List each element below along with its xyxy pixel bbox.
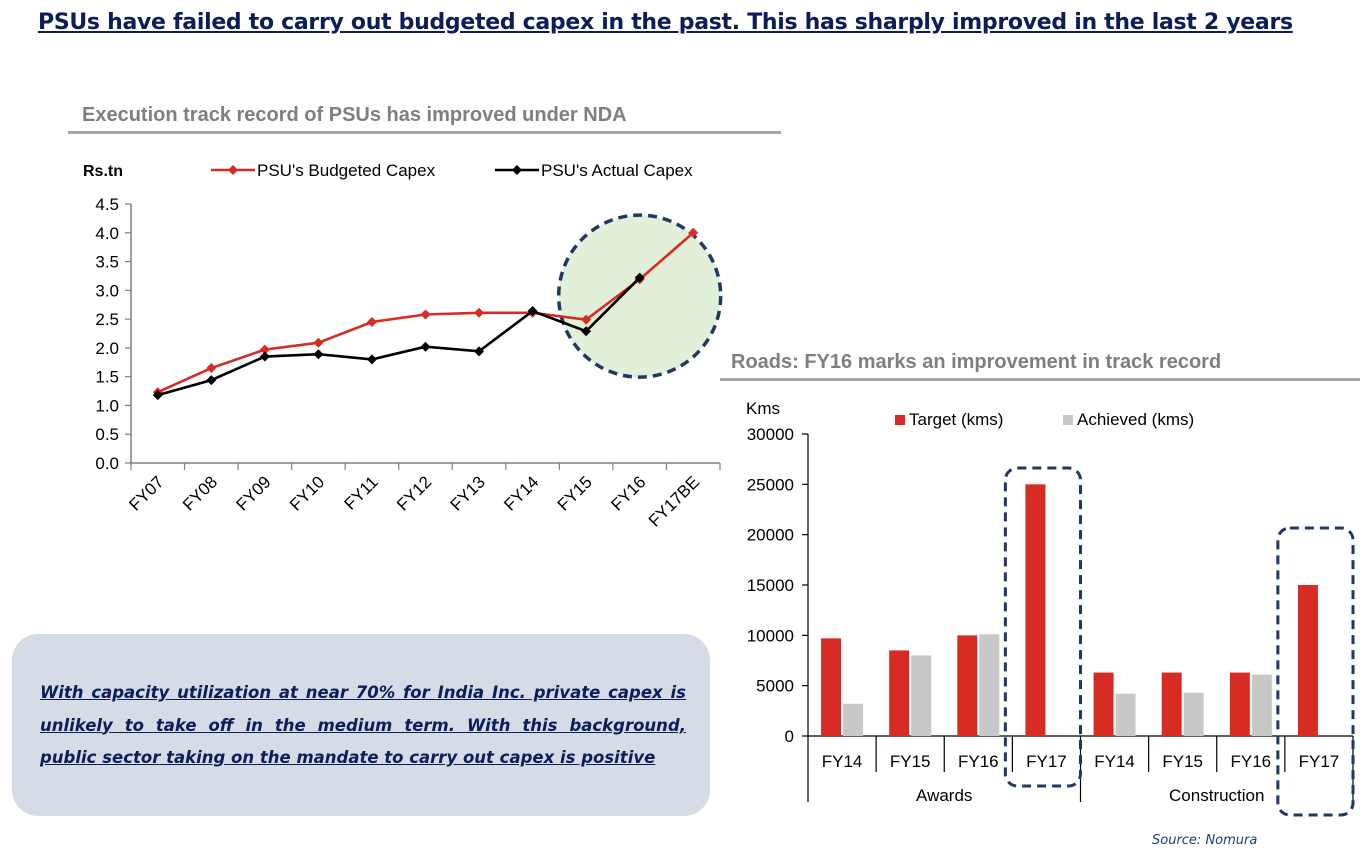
x-tick-label: FY14 (1094, 752, 1135, 771)
y-tick-label: 20000 (747, 526, 794, 545)
legend-label: PSU's Budgeted Capex (257, 161, 436, 180)
data-point-2 (366, 354, 377, 365)
y-tick-label: 30000 (747, 425, 794, 444)
x-tick-label: FY16 (1230, 752, 1271, 771)
bar-target (1229, 672, 1250, 736)
x-tick-label: FY14 (822, 752, 863, 771)
group-label: Construction (1169, 786, 1264, 805)
x-tick-label: FY17 (1026, 752, 1067, 771)
y-tick-label: 3.0 (95, 281, 119, 300)
bar-achieved (979, 634, 1000, 736)
data-point-1 (259, 344, 270, 355)
chart2-title: Roads: FY16 marks an improvement in trac… (731, 351, 1222, 373)
data-point-1 (313, 337, 324, 348)
commentary-text: With capacity utilization at near 70% fo… (40, 683, 686, 767)
y-tick-label: 0 (785, 727, 794, 746)
data-point-1 (366, 316, 377, 327)
data-point-2 (152, 390, 163, 401)
y-axis-label: Kms (746, 399, 780, 418)
bar-achieved (843, 703, 864, 736)
y-tick-label: 1.5 (95, 368, 119, 387)
x-tick-label: FY15 (1162, 752, 1203, 771)
bar-target (1025, 484, 1046, 736)
group-label: Awards (916, 786, 972, 805)
bar-achieved (1115, 693, 1136, 736)
y-tick-label: 1.0 (95, 396, 119, 415)
data-point-2 (313, 349, 324, 360)
y-tick-label: 4.0 (95, 224, 119, 243)
y-tick-label: 25000 (747, 475, 794, 494)
data-point-2 (634, 272, 645, 283)
legend-swatch (1063, 415, 1073, 425)
data-point-1 (581, 314, 592, 325)
data-point-1 (688, 227, 699, 238)
x-tick-label: FY15 (890, 752, 931, 771)
source-note: Source: Nomura (1152, 833, 1258, 848)
bar-target (957, 635, 978, 736)
commentary-box: With capacity utilization at near 70% fo… (12, 634, 710, 816)
data-point-2 (581, 326, 592, 337)
bar-achieved (1251, 674, 1272, 736)
data-point-1 (206, 363, 217, 374)
legend-marker (228, 165, 238, 175)
y-axis-label: Rs.tn (83, 163, 123, 180)
y-tick-label: 10000 (747, 626, 794, 645)
series-line-2 (157, 276, 641, 397)
x-tick-label: FY16 (958, 752, 999, 771)
page-title: PSUs have failed to carry out budgeted c… (38, 10, 1293, 35)
chart2-title-rule (720, 378, 1360, 381)
data-point-2 (420, 341, 431, 352)
data-point-1 (474, 307, 485, 318)
bar-target (1297, 585, 1318, 736)
bar-target (889, 650, 910, 736)
y-tick-label: 0.0 (95, 454, 119, 473)
chart1-title: Execution track record of PSUs has impro… (82, 104, 627, 126)
legend-marker (512, 165, 522, 175)
legend-swatch (895, 415, 905, 425)
y-tick-label: 0.5 (95, 425, 119, 444)
legend-label: Target (kms) (909, 410, 1003, 429)
bar-target (1161, 672, 1182, 736)
x-tick-label: FY17 (1299, 752, 1340, 771)
y-tick-label: 2.5 (95, 310, 119, 329)
data-point-2 (206, 375, 217, 386)
data-point-2 (259, 351, 270, 362)
data-point-1 (420, 309, 431, 320)
chart1-title-rule (68, 131, 781, 134)
highlight-box (1003, 466, 1082, 788)
highlight-box (1276, 526, 1355, 817)
legend-label: PSU's Actual Capex (541, 161, 693, 180)
data-point-2 (474, 346, 485, 357)
y-tick-label: 5000 (756, 677, 794, 696)
y-tick-label: 3.5 (95, 253, 119, 272)
y-tick-label: 15000 (747, 576, 794, 595)
bar-achieved (1183, 692, 1204, 736)
bar-target (821, 638, 842, 736)
y-tick-label: 4.5 (95, 195, 119, 214)
bar-target (1093, 672, 1114, 736)
y-tick-label: 2.0 (95, 339, 119, 358)
data-point-2 (527, 306, 538, 317)
legend-label: Achieved (kms) (1077, 410, 1194, 429)
bar-achieved (911, 655, 932, 736)
highlight-circle (556, 213, 723, 379)
